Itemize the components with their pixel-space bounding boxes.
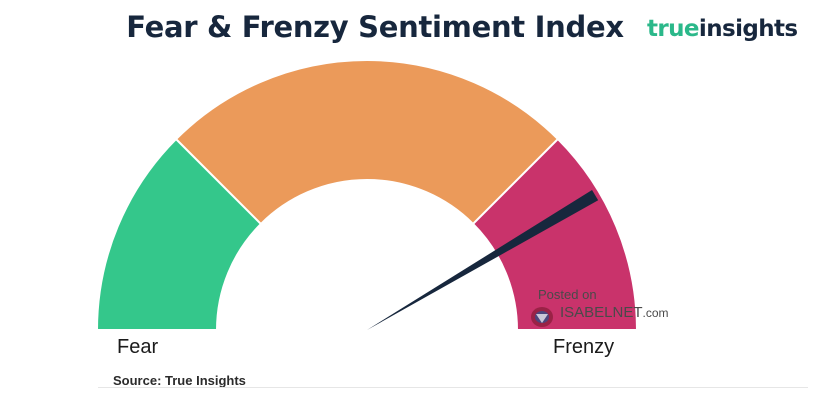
watermark-site-name: ISABELNET xyxy=(560,304,643,321)
gauge-needle xyxy=(367,189,599,330)
watermark-logo-icon xyxy=(531,307,553,327)
chart-title: Fear & Frenzy Sentiment Index xyxy=(126,10,624,44)
watermark-posted-text: Posted on xyxy=(538,287,597,302)
gauge-max-label: Frenzy xyxy=(553,336,615,358)
watermark-site-domain: .com xyxy=(642,306,669,320)
gauge-band-2 xyxy=(174,59,560,226)
source-note: Source: True Insights xyxy=(113,373,246,388)
watermark-site: ISABELNET.com xyxy=(560,304,669,321)
brand-logo-part2: insights xyxy=(698,16,798,42)
brand-logo: trueinsights xyxy=(647,16,798,42)
brand-logo-part1: true xyxy=(647,16,700,42)
footer-divider xyxy=(98,387,808,388)
gauge-min-label: Fear xyxy=(117,336,159,358)
